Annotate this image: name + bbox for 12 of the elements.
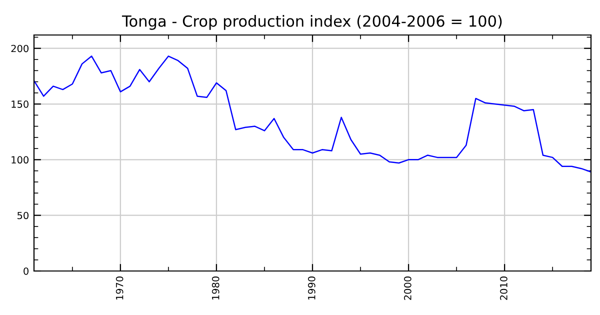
y-tick-label: 50 <box>18 212 28 220</box>
y-tick-label: 0 <box>24 267 28 275</box>
x-tick-label: 2010 <box>500 276 508 300</box>
y-tick-label: 200 <box>11 44 28 52</box>
y-tick-label: 150 <box>12 100 28 108</box>
x-tick-label: 1980 <box>212 276 220 300</box>
x-tick-label: 1990 <box>308 276 316 300</box>
x-tick-label: 1970 <box>116 276 124 300</box>
chart-title: Tonga - Crop production index (2004-2006 = 100) <box>122 15 502 30</box>
y-tick-label: 100 <box>12 156 28 164</box>
x-tick-label: 2000 <box>404 276 412 300</box>
line-series <box>34 56 591 173</box>
